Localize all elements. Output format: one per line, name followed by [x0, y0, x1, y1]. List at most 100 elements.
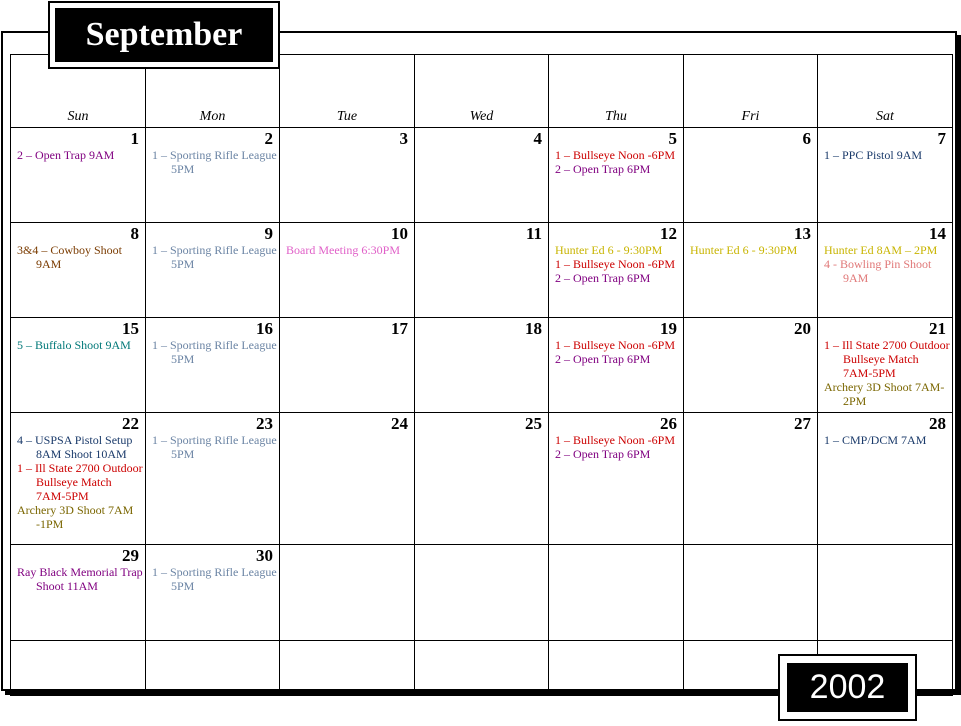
day-number: 27 [794, 414, 811, 433]
day-cell[interactable] [549, 545, 684, 641]
day-number: 3 [399, 129, 409, 148]
header-cell: Mon [146, 55, 280, 128]
event-item[interactable]: 2 – Open Trap 6PM [555, 271, 651, 285]
event-list: 1 – Sporting Rifle League 5PM [152, 243, 277, 271]
day-cell[interactable]: 23 1 – Sporting Rifle League 5PM [146, 413, 280, 545]
event-item[interactable]: 1 – PPC Pistol 9AM [824, 148, 923, 162]
day-cell[interactable]: 20 [684, 318, 818, 413]
day-cell[interactable] [818, 545, 953, 641]
event-item[interactable]: 2 – Open Trap 9AM [17, 148, 115, 162]
day-name-label: Mon [199, 109, 226, 124]
day-cell[interactable]: 28 1 – CMP/DCM 7AM [818, 413, 953, 545]
header-cell: Wed [415, 55, 549, 128]
event-list: 1 – Bullseye Noon -6PM 2 – Open Trap 6PM [555, 148, 681, 176]
day-cell[interactable] [146, 641, 280, 696]
day-cell[interactable]: 12 Hunter Ed 6 - 9:30PM 1 – Bullseye Noon … [549, 223, 684, 318]
day-name-label: Fri [741, 109, 760, 124]
day-cell[interactable]: 14 Hunter Ed 8AM – 2PM 4 - Bowling Pin Sho… [818, 223, 953, 318]
day-number: 28 [929, 414, 946, 433]
day-number: 24 [391, 414, 408, 433]
event-item[interactable]: Hunter Ed 6 - 9:30PM [690, 243, 798, 257]
day-cell[interactable]: 15 5 – Buffalo Shoot 9AM [11, 318, 146, 413]
day-number: 16 [256, 319, 273, 338]
day-cell[interactable]: 7 1 – PPC Pistol 9AM [818, 128, 953, 223]
day-number: 1 [130, 129, 140, 148]
day-cell[interactable]: 22 4 – USPSA Pistol Setup 8AM Shoot 10AM 1… [11, 413, 146, 545]
event-item[interactable]: Ray Black Memorial Trap Shoot 11AM [17, 565, 143, 593]
event-item[interactable]: 1 – Bullseye Noon -6PM [555, 338, 675, 352]
event-item[interactable]: 1 – Ill State 2700 Outdoor Bullseye Matc… [824, 338, 950, 380]
day-cell[interactable]: 27 [684, 413, 818, 545]
day-cell[interactable]: 19 1 – Bullseye Noon -6PM 2 – Open Trap 6P… [549, 318, 684, 413]
event-item[interactable]: Board Meeting 6:30PM [286, 243, 400, 257]
event-list: Hunter Ed 6 - 9:30PM [690, 243, 815, 257]
event-item[interactable]: 1 – Sporting Rifle League 5PM [152, 565, 277, 593]
event-item[interactable]: Hunter Ed 8AM – 2PM [824, 243, 938, 257]
event-item[interactable]: 4 – USPSA Pistol Setup 8AM Shoot 10AM [17, 433, 133, 461]
event-list: Board Meeting 6:30PM [286, 243, 412, 257]
event-item[interactable]: 2 – Open Trap 6PM [555, 162, 651, 176]
day-number: 15 [122, 319, 139, 338]
day-cell[interactable]: 17 [280, 318, 415, 413]
day-number: 25 [525, 414, 542, 433]
day-cell[interactable]: 30 1 – Sporting Rifle League 5PM [146, 545, 280, 641]
day-number: 23 [256, 414, 273, 433]
event-list: 1 – Bullseye Noon -6PM 2 – Open Trap 6PM [555, 433, 681, 461]
event-item[interactable]: Hunter Ed 6 - 9:30PM [555, 243, 663, 257]
day-cell[interactable]: 21 1 – Ill State 2700 Outdoor Bullseye Ma… [818, 318, 953, 413]
event-item[interactable]: 3&4 – Cowboy Shoot 9AM [17, 243, 123, 271]
day-cell[interactable]: 4 [415, 128, 549, 223]
day-number: 29 [122, 546, 139, 565]
day-cell[interactable]: 13 Hunter Ed 6 - 9:30PM [684, 223, 818, 318]
event-list: 4 – USPSA Pistol Setup 8AM Shoot 10AM 1 –… [17, 433, 143, 531]
event-item[interactable]: Archery 3D Shoot 7AM-2PM [824, 380, 945, 408]
day-cell[interactable]: 3 [280, 128, 415, 223]
day-cell[interactable]: 11 [415, 223, 549, 318]
event-item[interactable]: 1 – Sporting Rifle League 5PM [152, 148, 277, 176]
day-cell[interactable]: 18 [415, 318, 549, 413]
event-item[interactable]: Archery 3D Shoot 7AM -1PM [17, 503, 134, 531]
day-number: 21 [929, 319, 946, 338]
day-cell[interactable]: 1 2 – Open Trap 9AM [11, 128, 146, 223]
day-cell[interactable] [415, 641, 549, 696]
day-cell[interactable] [415, 545, 549, 641]
day-cell[interactable]: 24 [280, 413, 415, 545]
day-number: 9 [264, 224, 274, 243]
day-cell[interactable]: 8 3&4 – Cowboy Shoot 9AM [11, 223, 146, 318]
day-cell[interactable]: 25 [415, 413, 549, 545]
day-cell[interactable]: 16 1 – Sporting Rifle League 5PM [146, 318, 280, 413]
event-list: 1 – PPC Pistol 9AM [824, 148, 950, 162]
day-cell[interactable] [280, 545, 415, 641]
day-number: 19 [660, 319, 677, 338]
event-item[interactable]: 1 – Sporting Rifle League 5PM [152, 243, 277, 271]
event-item[interactable]: 1 – Bullseye Noon -6PM [555, 148, 675, 162]
day-cell[interactable]: 26 1 – Bullseye Noon -6PM 2 – Open Trap 6P… [549, 413, 684, 545]
event-item[interactable]: 4 - Bowling Pin Shoot 9AM [824, 257, 932, 285]
day-cell[interactable] [549, 641, 684, 696]
event-item[interactable]: 1 – Sporting Rifle League 5PM [152, 433, 277, 461]
event-item[interactable]: 1 – Bullseye Noon -6PM [555, 257, 675, 271]
event-item[interactable]: 1 – Bullseye Noon -6PM [555, 433, 675, 447]
event-item[interactable]: 2 – Open Trap 6PM [555, 352, 651, 366]
day-cell[interactable]: 10 Board Meeting 6:30PM [280, 223, 415, 318]
event-list: 1 – Ill State 2700 Outdoor Bullseye Matc… [824, 338, 950, 408]
day-number: 2 [264, 129, 274, 148]
header-cell: Thu [549, 55, 684, 128]
day-cell[interactable] [684, 545, 818, 641]
day-cell[interactable]: 6 [684, 128, 818, 223]
day-cell[interactable] [280, 641, 415, 696]
event-item[interactable]: 1 – Sporting Rifle League 5PM [152, 338, 277, 366]
event-item[interactable]: 1 – CMP/DCM 7AM [824, 433, 927, 447]
event-item[interactable]: 5 – Buffalo Shoot 9AM [17, 338, 131, 352]
event-list: 1 – Sporting Rifle League 5PM [152, 565, 277, 593]
event-list: 3&4 – Cowboy Shoot 9AM [17, 243, 143, 271]
event-item[interactable]: 2 – Open Trap 6PM [555, 447, 651, 461]
event-item[interactable]: 1 – Ill State 2700 Outdoor Bullseye Matc… [17, 461, 143, 503]
day-number: 4 [533, 129, 543, 148]
day-cell[interactable] [11, 641, 146, 696]
day-number: 13 [794, 224, 811, 243]
day-cell[interactable]: 29 Ray Black Memorial Trap Shoot 11AM [11, 545, 146, 641]
